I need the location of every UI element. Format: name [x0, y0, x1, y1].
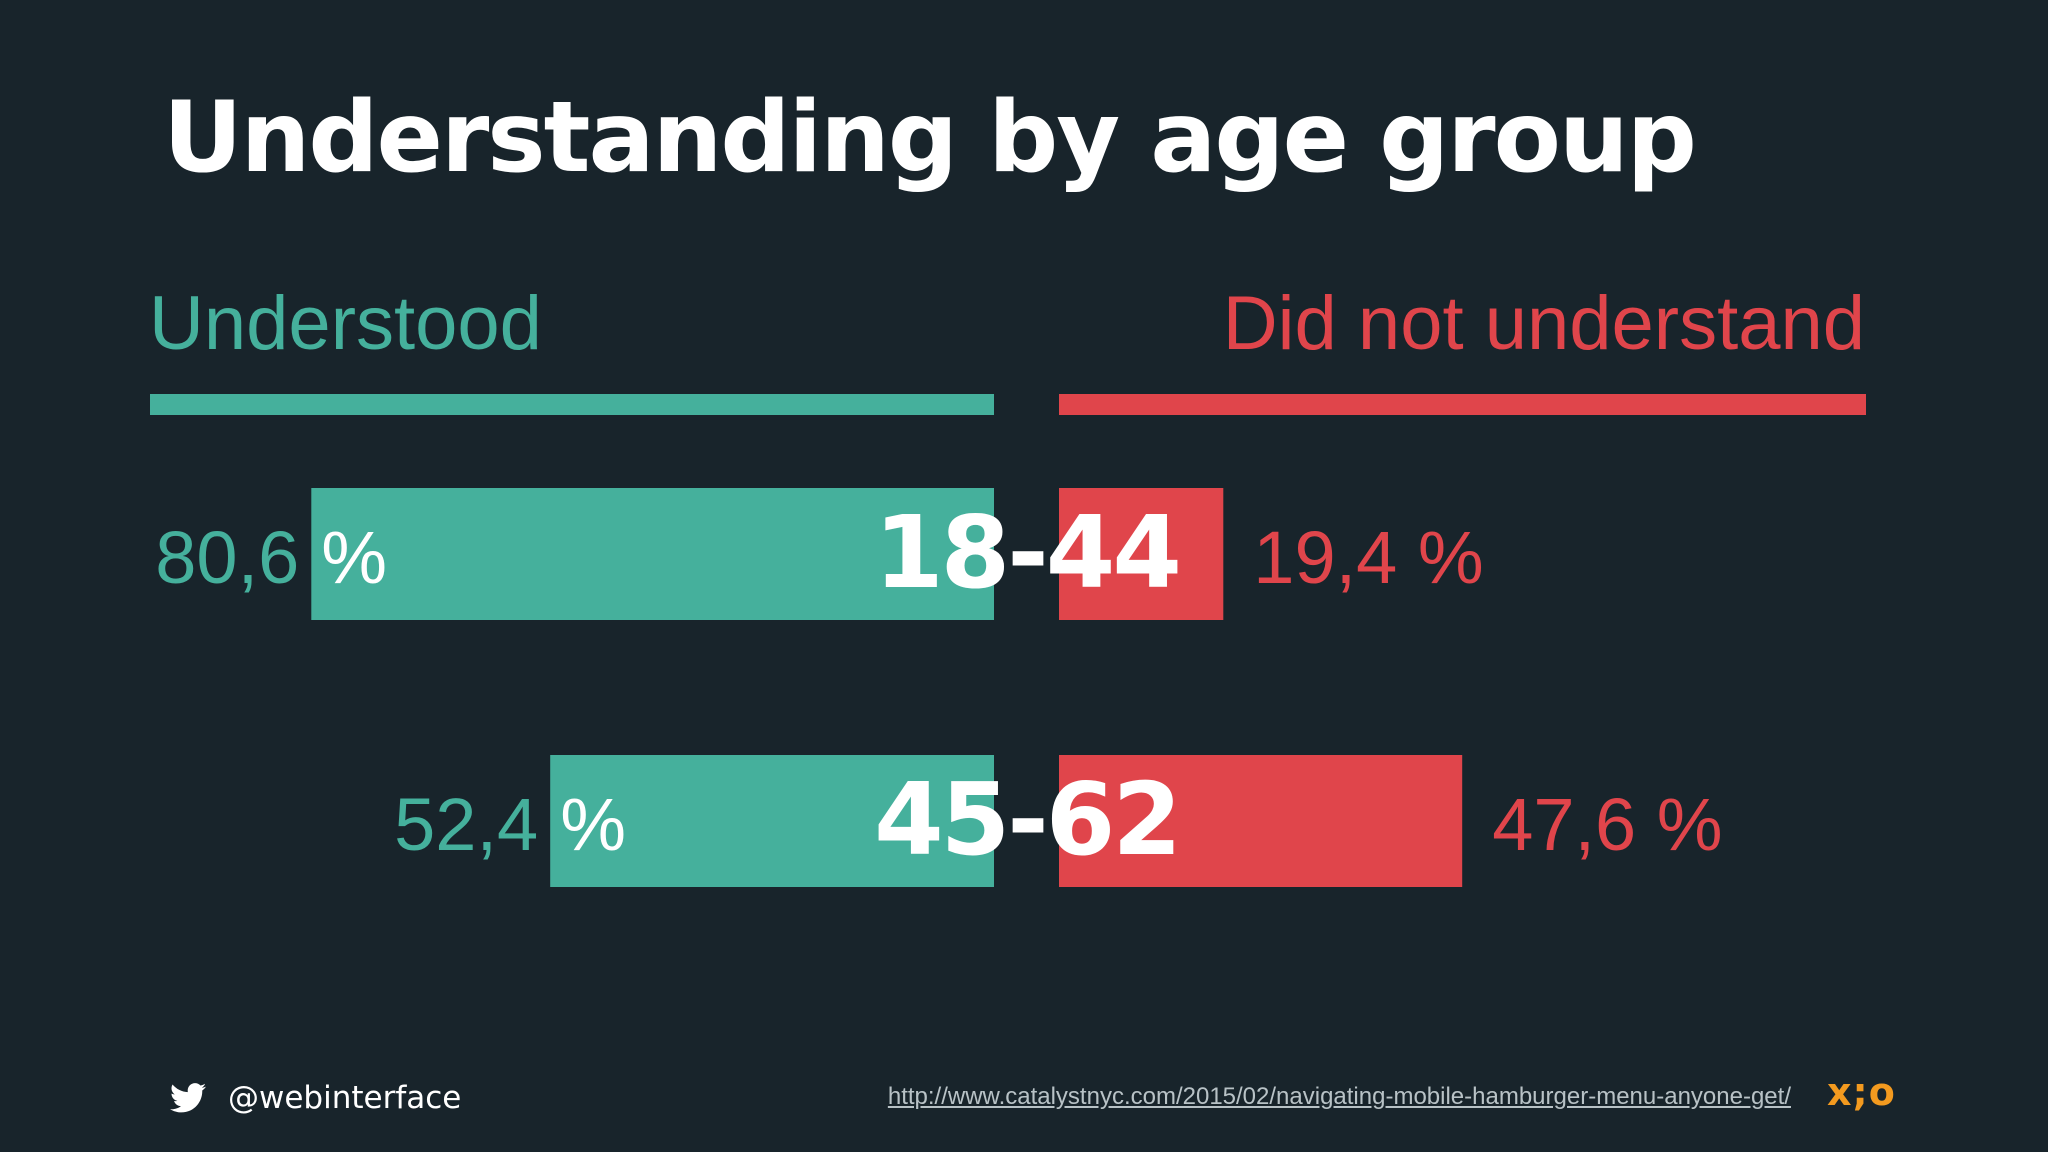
value-label-percent-sign-18-44: % [321, 516, 387, 599]
legend-understood-label: Understood [149, 281, 542, 366]
slide-title: Understanding by age group [163, 81, 1697, 195]
value-label-understood-18-44: 80,6 [155, 516, 299, 599]
category-label-18-44: 18-44 [874, 494, 1179, 611]
legend-not-understood-label: Did not understand [1222, 281, 1865, 366]
legend-not-understood-line [1059, 394, 1866, 415]
value-label-percent-sign-45-62: % [560, 783, 626, 866]
twitter-bird-icon [170, 1083, 206, 1113]
brand-logo: x;o [1827, 1070, 1896, 1114]
bar-not-understood-18-44 [1059, 488, 1224, 620]
source-link[interactable]: http://www.catalystnyc.com/2015/02/navig… [887, 1083, 1791, 1110]
bar-not-understood-45-62 [1059, 755, 1463, 887]
legend-understood-line [150, 394, 994, 415]
value-label-not-understood-45-62: 47,6 % [1492, 783, 1722, 866]
category-label-45-62: 45-62 [874, 761, 1179, 878]
bar-understood-18-44 [311, 488, 994, 620]
value-label-not-understood-18-44: 19,4 % [1253, 516, 1483, 599]
value-label-understood-45-62: 52,4 [394, 783, 538, 866]
twitter-handle-text: @webinterface [228, 1080, 462, 1116]
twitter-handle[interactable]: @webinterface [170, 1078, 461, 1118]
bar-understood-45-62 [550, 755, 994, 887]
